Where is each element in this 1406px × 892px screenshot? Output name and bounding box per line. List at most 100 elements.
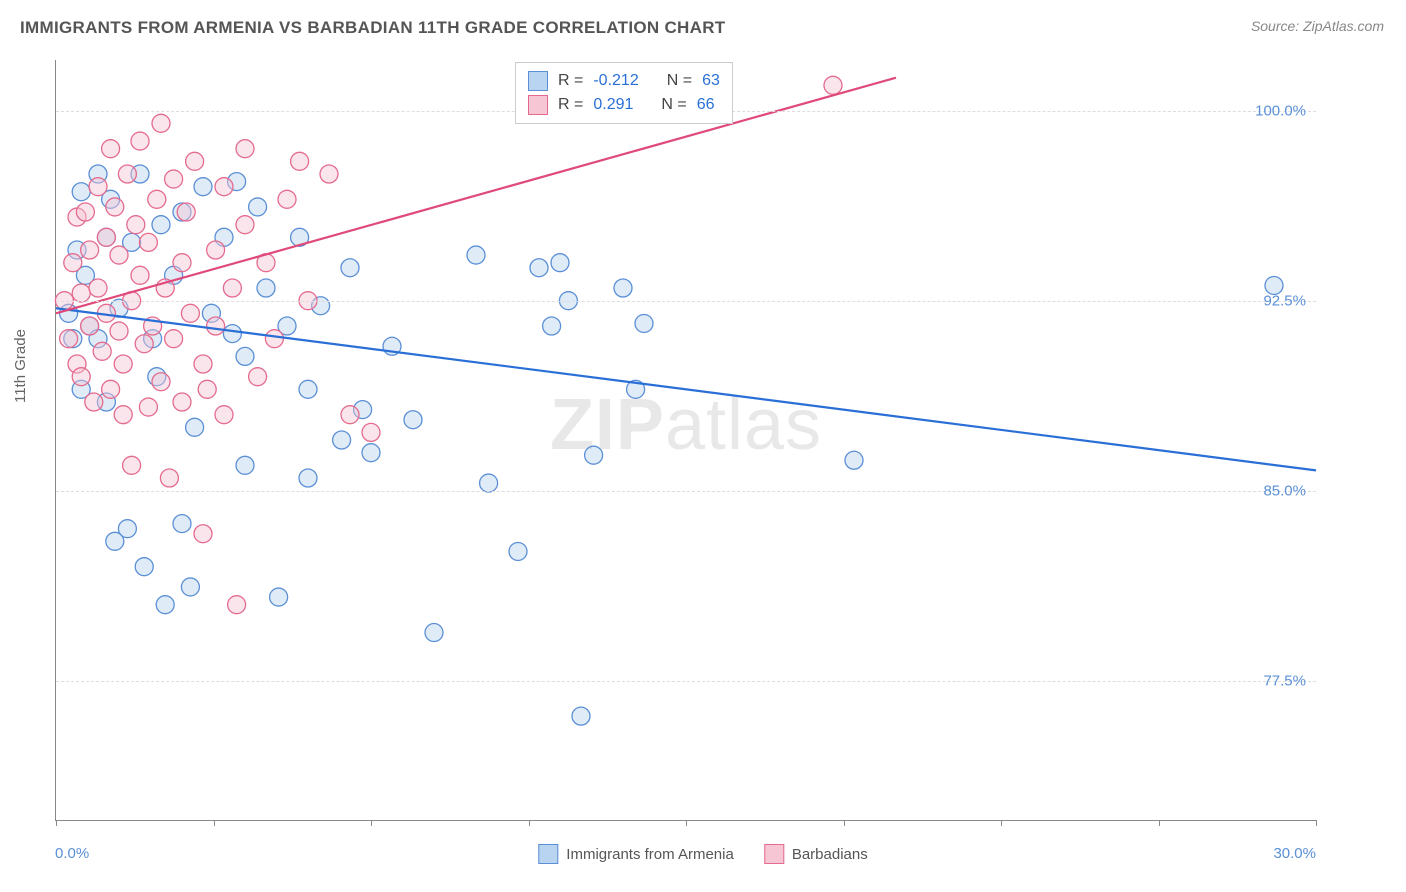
x-tick bbox=[1001, 820, 1002, 826]
scatter-point bbox=[291, 152, 309, 170]
scatter-svg bbox=[56, 60, 1316, 820]
scatter-point bbox=[72, 368, 90, 386]
legend-item-1: Barbadians bbox=[764, 844, 868, 864]
legend-swatch-0 bbox=[538, 844, 558, 864]
scatter-point bbox=[362, 444, 380, 462]
scatter-point bbox=[181, 578, 199, 596]
stats-row-series-1: R = 0.291 N = 66 bbox=[528, 93, 720, 117]
scatter-point bbox=[614, 279, 632, 297]
stats-row-series-0: R = -0.212 N = 63 bbox=[528, 69, 720, 93]
scatter-point bbox=[85, 393, 103, 411]
x-tick bbox=[686, 820, 687, 826]
scatter-point bbox=[165, 330, 183, 348]
scatter-point bbox=[135, 335, 153, 353]
scatter-point bbox=[81, 241, 99, 259]
swatch-series-1 bbox=[528, 95, 548, 115]
y-tick-label: 100.0% bbox=[1255, 102, 1306, 119]
scatter-point bbox=[160, 469, 178, 487]
scatter-point bbox=[102, 380, 120, 398]
scatter-point bbox=[194, 178, 212, 196]
scatter-point bbox=[278, 190, 296, 208]
y-axis-title: 11th Grade bbox=[12, 329, 29, 403]
legend-label-0: Immigrants from Armenia bbox=[566, 846, 734, 863]
scatter-point bbox=[106, 198, 124, 216]
y-tick-label: 92.5% bbox=[1263, 292, 1306, 309]
scatter-point bbox=[186, 152, 204, 170]
scatter-point bbox=[215, 178, 233, 196]
scatter-point bbox=[194, 525, 212, 543]
scatter-point bbox=[257, 279, 275, 297]
scatter-point bbox=[551, 254, 569, 272]
scatter-point bbox=[194, 355, 212, 373]
scatter-point bbox=[320, 165, 338, 183]
scatter-point bbox=[72, 183, 90, 201]
scatter-point bbox=[139, 398, 157, 416]
scatter-point bbox=[131, 266, 149, 284]
scatter-point bbox=[249, 198, 267, 216]
scatter-point bbox=[89, 279, 107, 297]
scatter-point bbox=[186, 418, 204, 436]
scatter-point bbox=[152, 114, 170, 132]
r-value-1: 0.291 bbox=[593, 96, 633, 114]
scatter-point bbox=[530, 259, 548, 277]
scatter-point bbox=[118, 520, 136, 538]
n-value-0: 63 bbox=[702, 72, 720, 90]
stats-legend-box: R = -0.212 N = 63 R = 0.291 N = 66 bbox=[515, 62, 733, 124]
source-credit: Source: ZipAtlas.com bbox=[1251, 18, 1384, 34]
scatter-point bbox=[89, 178, 107, 196]
scatter-point bbox=[110, 246, 128, 264]
scatter-point bbox=[223, 279, 241, 297]
scatter-point bbox=[404, 411, 422, 429]
legend-label-1: Barbadians bbox=[792, 846, 868, 863]
gridline bbox=[56, 491, 1316, 492]
scatter-point bbox=[236, 140, 254, 158]
scatter-point bbox=[60, 330, 78, 348]
swatch-series-0 bbox=[528, 71, 548, 91]
x-tick bbox=[1316, 820, 1317, 826]
scatter-point bbox=[362, 423, 380, 441]
scatter-point bbox=[152, 373, 170, 391]
scatter-point bbox=[265, 330, 283, 348]
x-tick bbox=[1159, 820, 1160, 826]
gridline bbox=[56, 301, 1316, 302]
scatter-point bbox=[148, 190, 166, 208]
scatter-point bbox=[572, 707, 590, 725]
scatter-point bbox=[93, 342, 111, 360]
scatter-point bbox=[76, 203, 94, 221]
scatter-point bbox=[228, 596, 246, 614]
scatter-point bbox=[543, 317, 561, 335]
r-label: R = bbox=[558, 96, 583, 114]
scatter-point bbox=[509, 542, 527, 560]
scatter-point bbox=[198, 380, 216, 398]
n-label: N = bbox=[667, 72, 692, 90]
x-tick bbox=[371, 820, 372, 826]
scatter-point bbox=[299, 469, 317, 487]
gridline bbox=[56, 681, 1316, 682]
scatter-point bbox=[341, 259, 359, 277]
y-tick-label: 85.0% bbox=[1263, 482, 1306, 499]
scatter-point bbox=[249, 368, 267, 386]
scatter-point bbox=[72, 284, 90, 302]
y-tick-label: 77.5% bbox=[1263, 672, 1306, 689]
trend-line bbox=[56, 78, 896, 314]
scatter-point bbox=[81, 317, 99, 335]
scatter-point bbox=[181, 304, 199, 322]
x-tick bbox=[214, 820, 215, 826]
scatter-point bbox=[177, 203, 195, 221]
scatter-point bbox=[131, 132, 149, 150]
x-tick bbox=[844, 820, 845, 826]
scatter-point bbox=[152, 216, 170, 234]
scatter-point bbox=[114, 406, 132, 424]
x-tick bbox=[56, 820, 57, 826]
scatter-point bbox=[585, 446, 603, 464]
scatter-point bbox=[236, 456, 254, 474]
scatter-point bbox=[64, 254, 82, 272]
plot-area: ZIPatlas 77.5%85.0%92.5%100.0% bbox=[55, 60, 1316, 821]
chart-title: IMMIGRANTS FROM ARMENIA VS BARBADIAN 11T… bbox=[20, 18, 725, 38]
scatter-point bbox=[207, 241, 225, 259]
scatter-point bbox=[299, 380, 317, 398]
scatter-point bbox=[236, 216, 254, 234]
scatter-point bbox=[135, 558, 153, 576]
scatter-point bbox=[173, 254, 191, 272]
scatter-point bbox=[110, 322, 128, 340]
